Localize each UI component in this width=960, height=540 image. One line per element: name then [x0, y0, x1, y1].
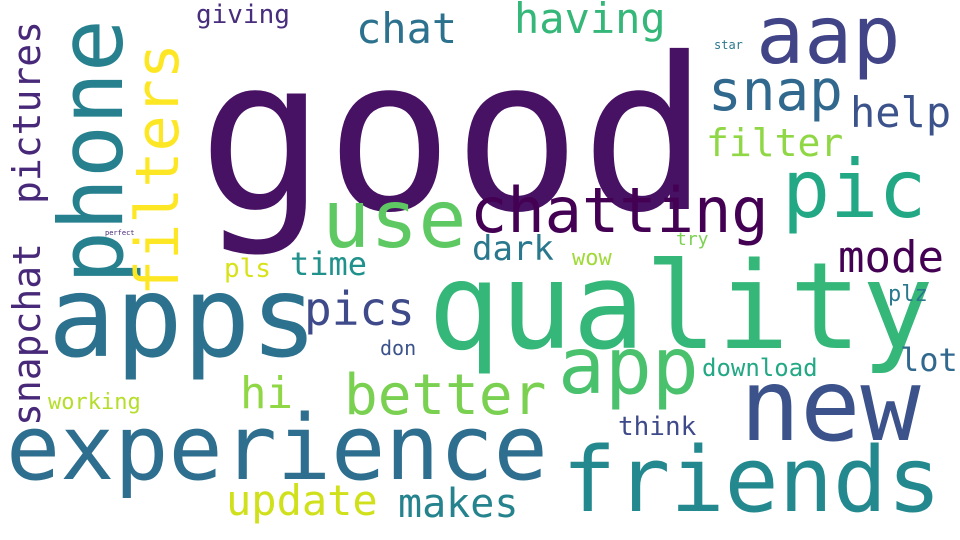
- word-new: new: [740, 347, 921, 464]
- word-dark: dark: [472, 229, 554, 269]
- word-pictures: pictures: [5, 20, 49, 204]
- word-download: download: [702, 354, 818, 382]
- word-aap: aap: [756, 0, 901, 82]
- word-giving: giving: [196, 0, 290, 30]
- word-snapchat: snapchat: [5, 242, 49, 426]
- word-think: think: [618, 412, 697, 442]
- word-working: working: [48, 390, 141, 415]
- word-quality: quality: [428, 238, 934, 377]
- word-star: star: [714, 38, 743, 52]
- word-plz: plz: [888, 282, 928, 307]
- word-filter: filter: [706, 121, 844, 165]
- word-good: good: [198, 12, 709, 259]
- word-use: use: [322, 173, 467, 266]
- word-chat: chat: [356, 4, 458, 53]
- word-snap: snap: [708, 59, 843, 124]
- word-filters: filters: [123, 43, 193, 296]
- word-makes: makes: [398, 481, 519, 527]
- word-perfect: perfect: [105, 229, 135, 237]
- word-app: app: [558, 322, 699, 412]
- word-don: don: [380, 336, 417, 360]
- word-try: try: [676, 229, 709, 250]
- word-friends: friends: [562, 428, 942, 533]
- word-chatting: chatting: [470, 174, 769, 247]
- word-hi: hi: [240, 368, 293, 419]
- word-mode: mode: [838, 232, 944, 283]
- word-help: help: [850, 88, 952, 137]
- word-better: better: [344, 363, 547, 428]
- word-wow: wow: [572, 246, 612, 271]
- word-update: update: [226, 476, 378, 525]
- word-having: having: [514, 0, 666, 43]
- word-time: time: [290, 245, 368, 283]
- word-pic: pic: [782, 143, 927, 236]
- word-lot: lot: [900, 341, 958, 379]
- word-pics: pics: [304, 282, 415, 336]
- word-apps: apps: [48, 253, 318, 383]
- word-experience: experience: [6, 396, 548, 501]
- word-pls: pls: [224, 254, 271, 284]
